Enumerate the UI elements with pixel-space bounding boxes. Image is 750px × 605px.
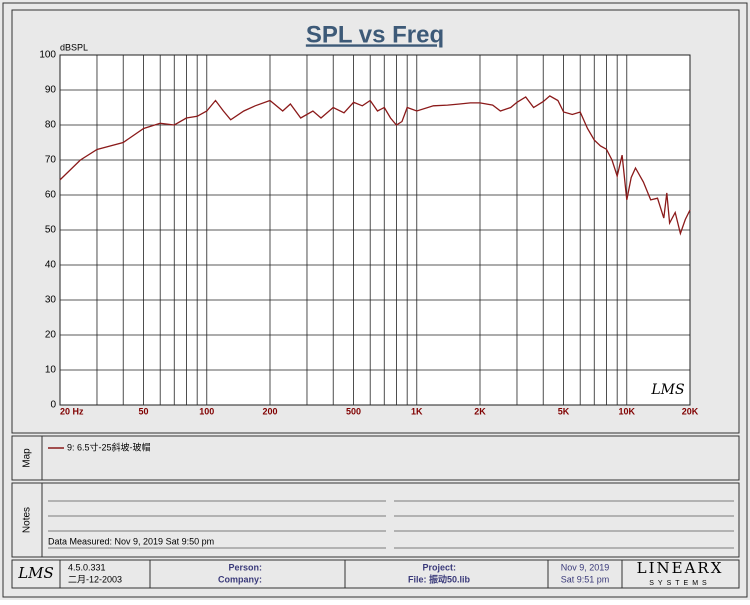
project: Project: xyxy=(422,562,456,572)
file: File: 振动50.lib xyxy=(408,573,471,584)
footer-dividers xyxy=(59,560,623,588)
y-tick-label: 100 xyxy=(39,50,56,61)
notes-panel xyxy=(11,482,740,558)
map-panel xyxy=(11,435,740,481)
x-tick-label: 20K xyxy=(682,406,699,416)
version: 4.5.0.331 xyxy=(68,562,106,572)
data-line xyxy=(59,95,691,236)
legend-label: 9: 6.5寸-25斜坡-玻帽 xyxy=(67,441,151,452)
print-date: Nov 9, 2019 xyxy=(561,562,610,572)
footer-logo: LMS xyxy=(17,564,54,582)
chart-panel xyxy=(11,9,740,434)
frame xyxy=(2,2,748,598)
notes-label: Notes xyxy=(22,507,33,533)
x-tick-label: 2K xyxy=(474,406,486,416)
map-label: Map xyxy=(22,448,33,468)
x-tick-label: 5K xyxy=(558,406,570,416)
print-time: Sat 9:51 pm xyxy=(561,574,610,584)
legend: 9: 6.5寸-25斜坡-玻帽 xyxy=(48,441,151,452)
y-axis-label: dBSPL xyxy=(60,42,88,52)
brand: LINEARX xyxy=(637,559,724,577)
x-tick-label: 20 Hz xyxy=(60,406,84,416)
notes-text: Data Measured: Nov 9, 2019 Sat 9:50 pm xyxy=(48,536,214,546)
y-tick-label: 0 xyxy=(50,400,56,411)
y-tick-label: 80 xyxy=(45,120,57,131)
version-date: 二月-12-2003 xyxy=(68,574,122,584)
y-tick-label: 60 xyxy=(45,190,57,201)
x-tick-label: 50 xyxy=(139,406,149,416)
person: Person: xyxy=(228,562,262,572)
y-tick-label: 30 xyxy=(45,295,57,306)
company: Company: xyxy=(218,574,262,584)
x-tick-label: 1K xyxy=(411,406,423,416)
x-tick-label: 500 xyxy=(346,406,361,416)
y-tick-label: 20 xyxy=(45,330,57,341)
y-tick-label: 40 xyxy=(45,260,57,271)
note-lines xyxy=(48,500,734,549)
brand-sub: SYSTEMS xyxy=(649,580,710,587)
y-tick-label: 70 xyxy=(45,155,57,166)
y-tick-label: 90 xyxy=(45,85,57,96)
x-tick-label: 200 xyxy=(262,406,277,416)
y-tick-label: 10 xyxy=(45,365,57,376)
watermark: LMS xyxy=(650,382,684,398)
chart-title: SPL vs Freq xyxy=(306,21,444,48)
x-tick-label: 10K xyxy=(619,406,636,416)
x-tick-label: 100 xyxy=(199,406,214,416)
y-tick-label: 50 xyxy=(45,225,57,236)
footer xyxy=(11,559,740,589)
